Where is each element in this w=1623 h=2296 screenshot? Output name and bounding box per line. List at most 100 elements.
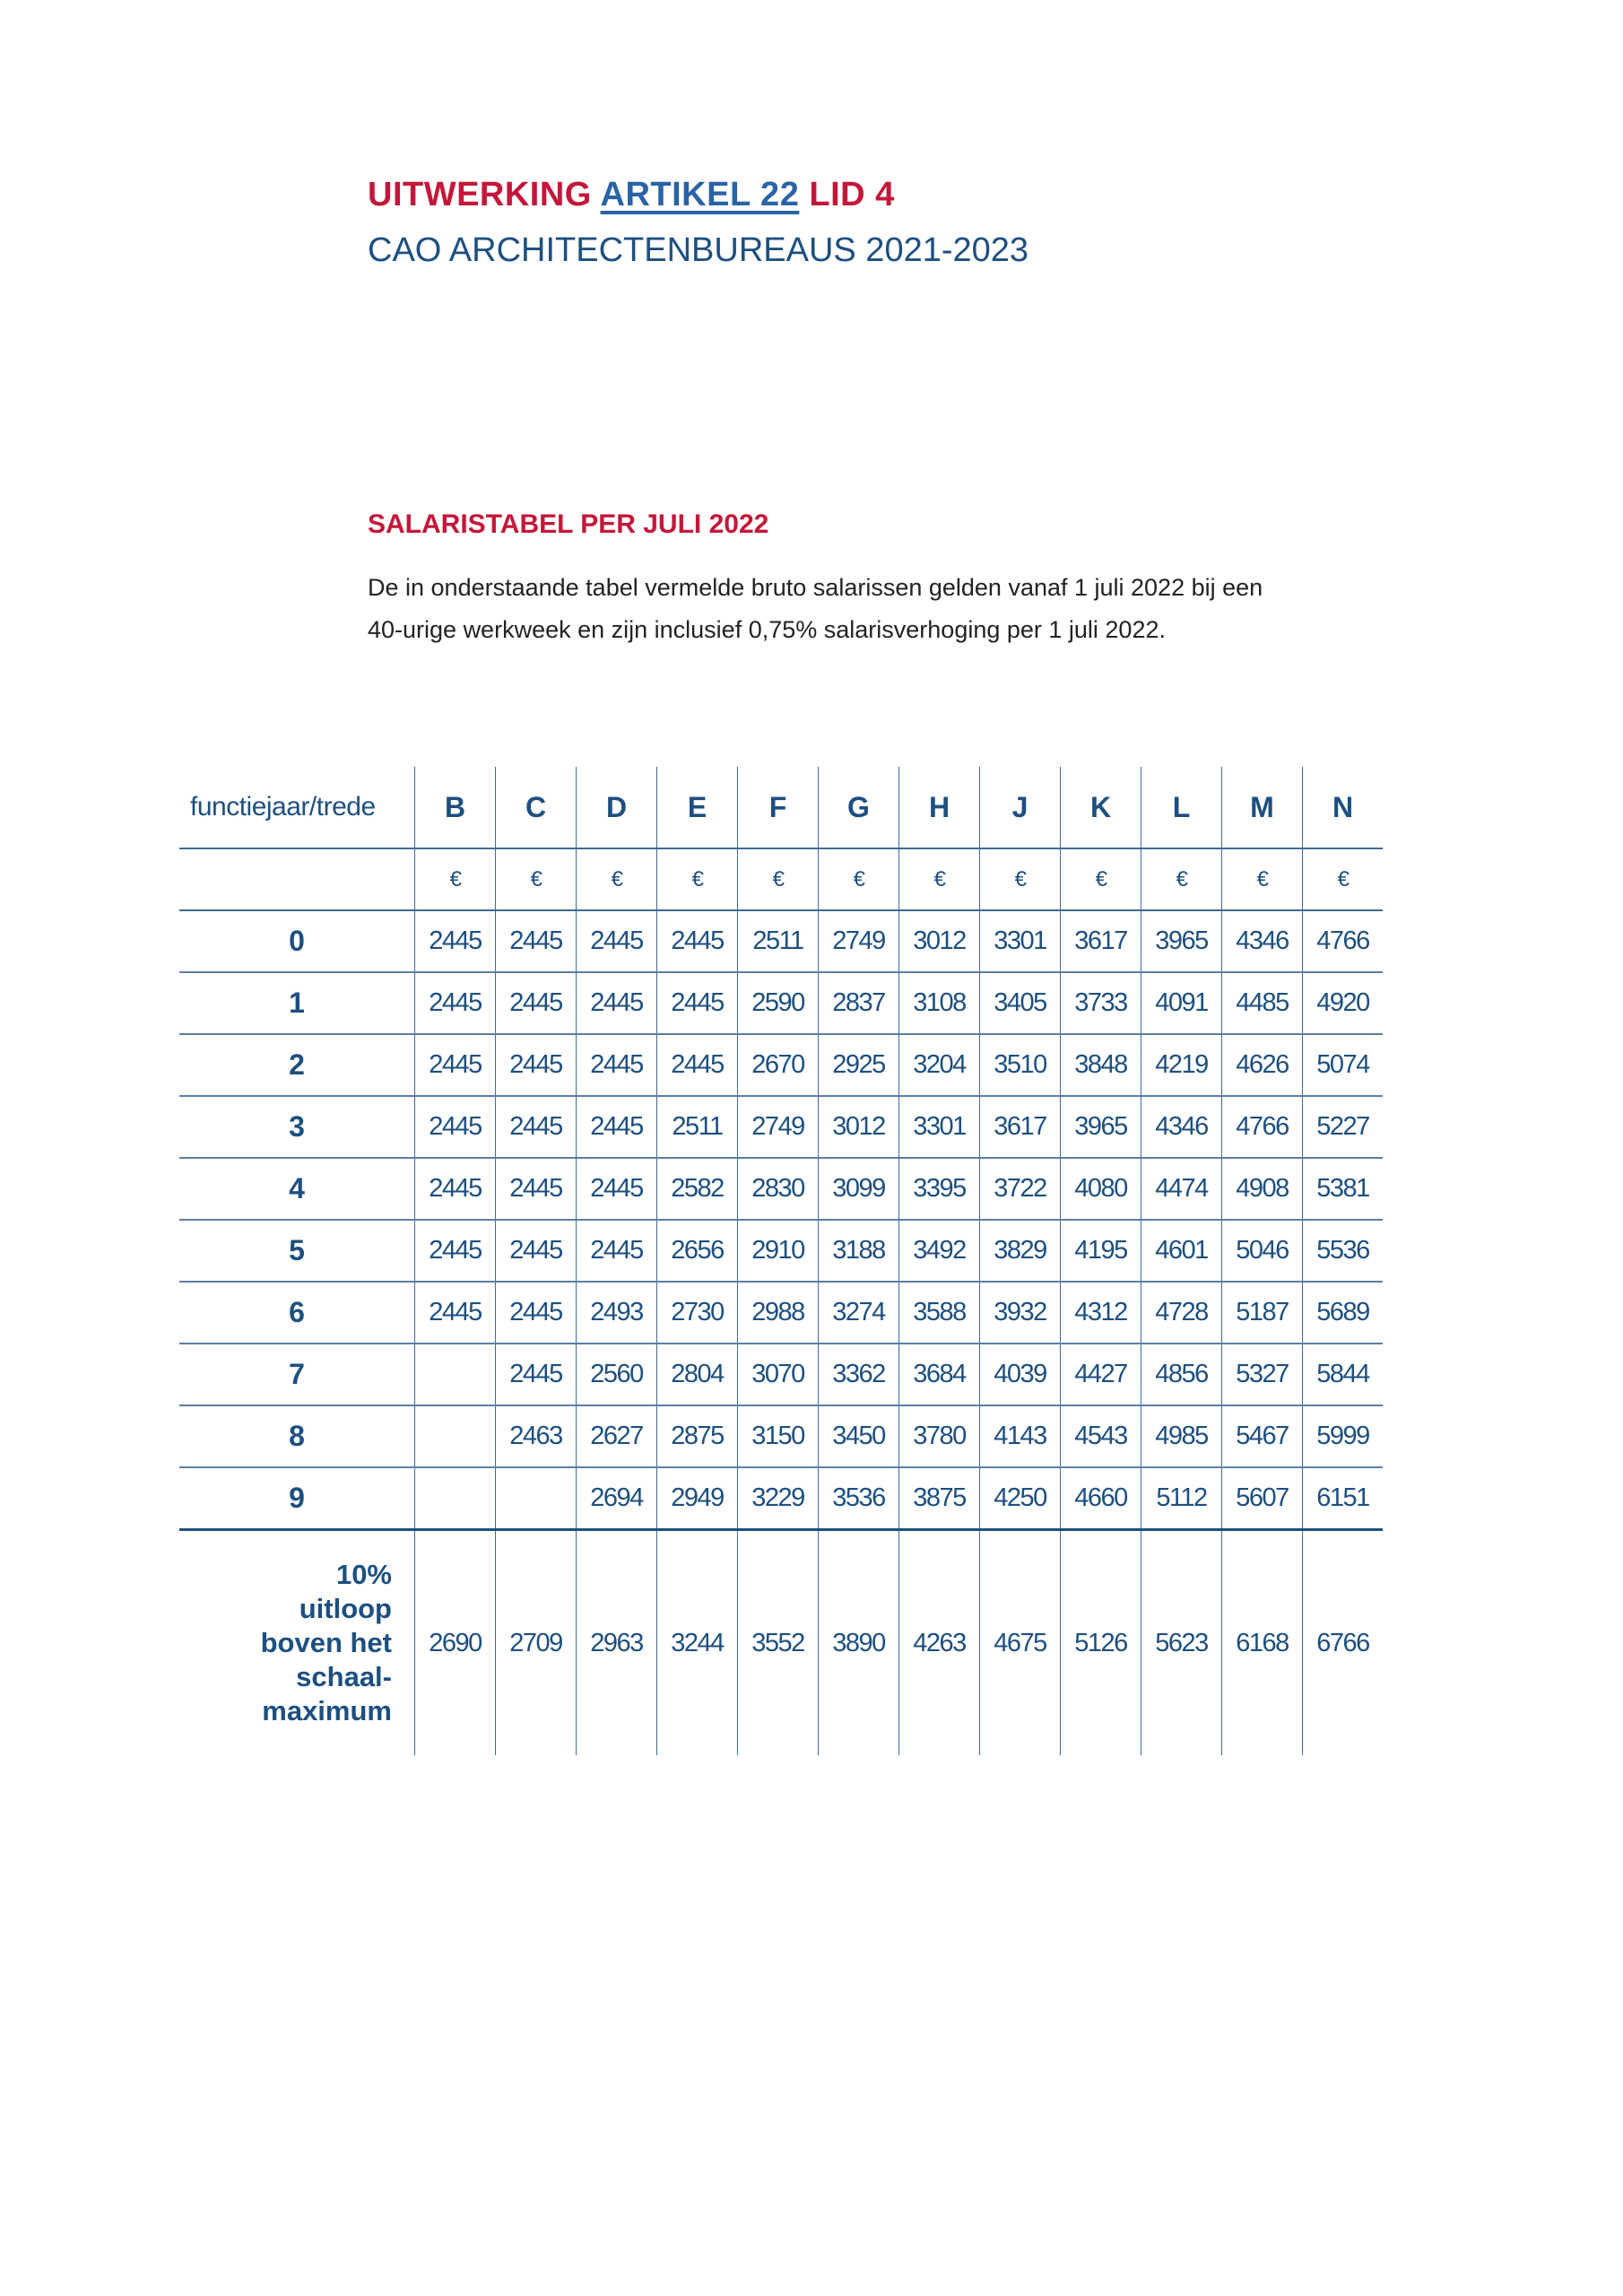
column-header-D: D [576, 767, 657, 849]
extra-row: 10% uitloop boven het schaal-maximum 2690 270… [179, 1529, 1383, 1755]
salary-cell: 2582 [656, 1158, 738, 1221]
salary-cell: 2694 [576, 1467, 657, 1531]
row-label: 2 [179, 1034, 415, 1097]
currency-symbol: € [979, 848, 1061, 911]
salary-cell: 3229 [737, 1467, 819, 1531]
salary-cell: 2511 [656, 1096, 738, 1159]
salary-cell: 3492 [898, 1220, 980, 1283]
salary-cell: 5999 [1302, 1405, 1383, 1468]
salary-cell: 2445 [414, 972, 496, 1035]
salary-cell: 3450 [818, 1405, 899, 1468]
salary-cell: 2949 [656, 1467, 738, 1531]
salary-cell: 4485 [1221, 972, 1303, 1035]
column-header-N: N [1302, 767, 1383, 849]
salary-cell: 3244 [656, 1529, 738, 1755]
salary-cell: 4250 [979, 1467, 1061, 1531]
salary-cell: 2511 [737, 910, 819, 973]
salary-cell: 2445 [495, 1344, 577, 1406]
column-header-K: K [1060, 767, 1141, 849]
column-header-C: C [495, 767, 577, 849]
salary-cell: 5074 [1302, 1034, 1383, 1097]
salary-cell: 2656 [656, 1220, 738, 1283]
salary-cell: 4543 [1060, 1405, 1141, 1468]
salary-cell: 3965 [1060, 1096, 1141, 1159]
salary-cell: 3301 [979, 910, 1061, 973]
salary-cell: 2670 [737, 1034, 819, 1097]
currency-symbol: € [818, 848, 899, 911]
salary-cell: 2590 [737, 972, 819, 1035]
salary-cell: 5623 [1141, 1529, 1222, 1755]
salary-cell: 2445 [414, 1282, 496, 1344]
salary-cell: 3099 [818, 1158, 899, 1221]
salary-cell: 2875 [656, 1405, 738, 1468]
table-row: 7 2445 2560 2804 3070 3362 3684 4039 4427 4856 532… [179, 1344, 1383, 1406]
salary-cell: 2445 [656, 972, 738, 1035]
salary-cell: 5126 [1060, 1529, 1141, 1755]
salary-cell: 4766 [1302, 910, 1383, 973]
salary-cell: 5381 [1302, 1158, 1383, 1221]
paragraph-line: 40-urige werkweek en zijn inclusief 0,75… [368, 616, 1166, 643]
page-title: UITWERKING ARTIKEL 22 LID 4 [368, 176, 895, 214]
salary-cell: 2925 [818, 1034, 899, 1097]
salary-cell: 6766 [1302, 1529, 1383, 1755]
salary-cell: 4675 [979, 1529, 1061, 1755]
salary-cell: 2445 [656, 1034, 738, 1097]
column-header-F: F [737, 767, 819, 849]
salary-cell: 2445 [495, 1220, 577, 1283]
salary-cell: 2493 [576, 1282, 657, 1344]
currency-symbol: € [737, 848, 819, 911]
table-row: 8 2463 2627 2875 3150 3450 3780 4143 4543 4985 546… [179, 1405, 1383, 1468]
table-row: 1 2445 2445 2445 2445 2590 2837 3108 3405 3733 409… [179, 972, 1383, 1035]
intro-paragraph: De in onderstaande tabel vermelde bruto … [368, 567, 1399, 651]
salary-cell: 2804 [656, 1344, 738, 1406]
salary-cell: 3733 [1060, 972, 1141, 1035]
salary-cell: 3932 [979, 1282, 1061, 1344]
salary-cell: 3684 [898, 1344, 980, 1406]
table-row: 5 2445 2445 2445 2656 2910 3188 3492 3829 4195 460… [179, 1220, 1383, 1283]
salary-cell: 3395 [898, 1158, 980, 1221]
salary-cell: 3722 [979, 1158, 1061, 1221]
salary-cell: 2837 [818, 972, 899, 1035]
salary-cell: 4626 [1221, 1034, 1303, 1097]
table-row: 3 2445 2445 2445 2511 2749 3012 3301 3617 3965 434… [179, 1096, 1383, 1159]
label-line: boven het [260, 1627, 392, 1658]
salary-cell: 2627 [576, 1405, 657, 1468]
column-header-J: J [979, 767, 1061, 849]
salary-cell: 4039 [979, 1344, 1061, 1406]
salary-cell: 4195 [1060, 1220, 1141, 1283]
salary-cell: 3188 [818, 1220, 899, 1283]
table-row: 4 2445 2445 2445 2582 2830 3099 3395 3722 4080 447… [179, 1158, 1383, 1221]
salary-cell: 3070 [737, 1344, 819, 1406]
salary-cell: 2445 [495, 1158, 577, 1221]
currency-symbol: € [1302, 848, 1383, 911]
salary-cell: 2749 [737, 1096, 819, 1159]
paragraph-line: De in onderstaande tabel vermelde bruto … [368, 574, 1263, 601]
currency-symbol: € [414, 848, 496, 911]
row-label: 0 [179, 910, 415, 973]
page-subtitle: CAO ARCHITECTENBUREAUS 2021-2023 [368, 231, 1029, 269]
salary-cell: 3012 [898, 910, 980, 973]
salary-cell: 2963 [576, 1529, 657, 1755]
salary-cell: 5187 [1221, 1282, 1303, 1344]
salary-cell: 4660 [1060, 1467, 1141, 1531]
salary-cell: 3588 [898, 1282, 980, 1344]
label-line: schaal- [296, 1661, 392, 1692]
label-line: maximum [262, 1695, 392, 1726]
salary-cell: 2445 [576, 1220, 657, 1283]
salary-cell: 2445 [576, 1096, 657, 1159]
table-header-row: functiejaar/trede B C D E F G H J K L M N [179, 767, 1383, 849]
salary-cell: 5327 [1221, 1344, 1303, 1406]
salary-cell: 3780 [898, 1405, 980, 1468]
table-row: 0 2445 2445 2445 2445 2511 2749 3012 3301 3617 396… [179, 910, 1383, 973]
currency-row: € € € € € € € € € € € € [179, 848, 1383, 911]
article-link[interactable]: ARTIKEL 22 [600, 176, 800, 213]
salary-cell [414, 1467, 496, 1531]
row-label: 6 [179, 1282, 415, 1344]
salary-cell: 2749 [818, 910, 899, 973]
salary-cell: 6151 [1302, 1467, 1383, 1531]
row-label: 5 [179, 1220, 415, 1283]
salary-cell: 3536 [818, 1467, 899, 1531]
salary-cell: 4908 [1221, 1158, 1303, 1221]
table-row: 6 2445 2445 2493 2730 2988 3274 3588 3932 4312 472… [179, 1282, 1383, 1344]
salary-cell: 3617 [1060, 910, 1141, 973]
